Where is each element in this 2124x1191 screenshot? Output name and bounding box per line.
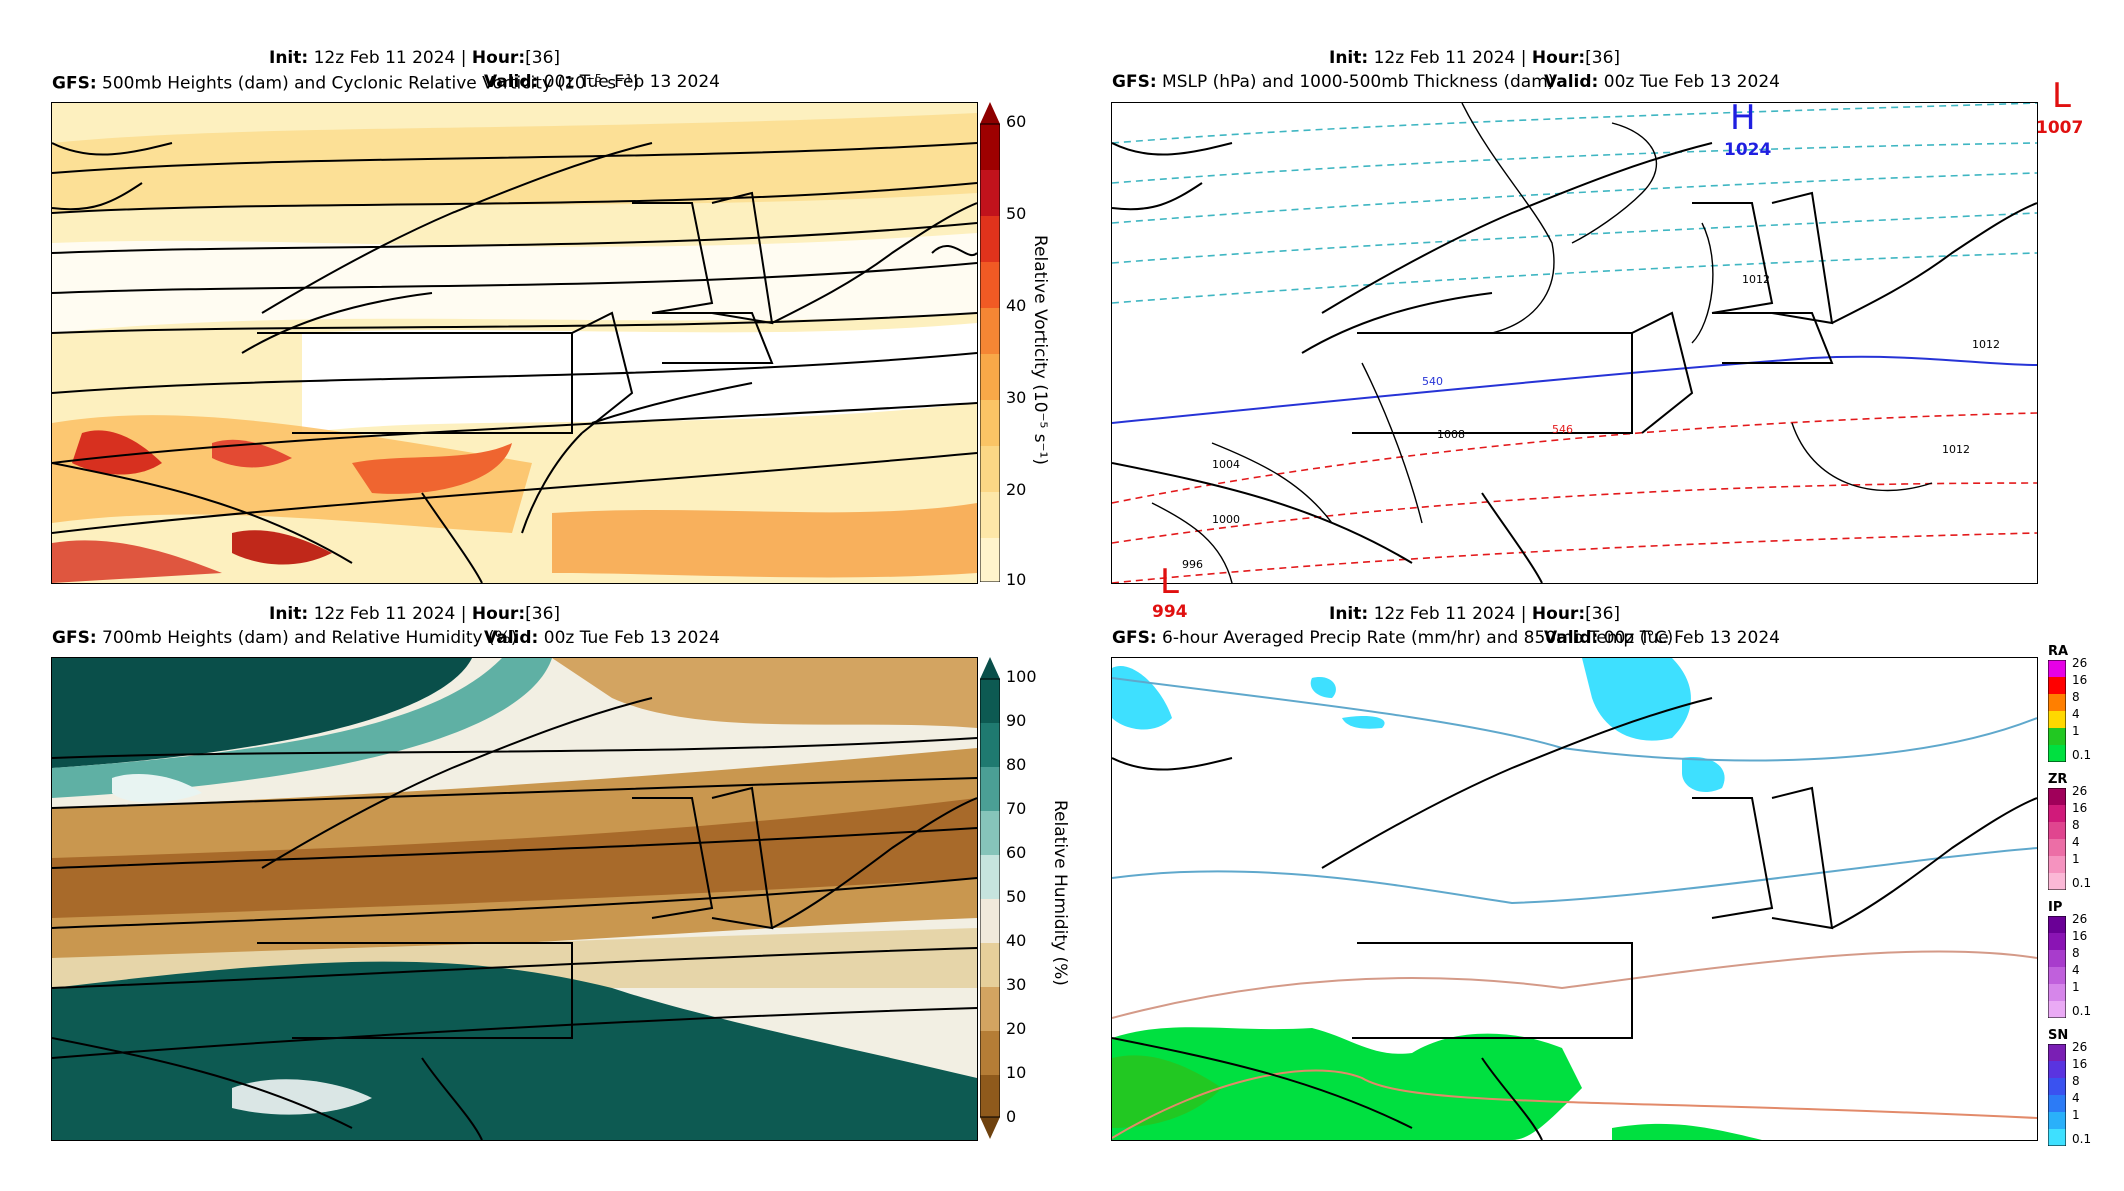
ptype-tick: 0.1 — [2072, 1132, 2092, 1146]
precip-field — [1112, 658, 2037, 1140]
ptype-title: RA — [2048, 644, 2069, 659]
low-pressure-marker: L — [2052, 76, 2071, 116]
ptype-tick: 26 — [2072, 656, 2088, 670]
ptype-tick: 0.1 — [2072, 876, 2092, 890]
ptype-tick: 16 — [2072, 673, 2088, 687]
cbar-tick: 60 — [1006, 112, 1027, 131]
cbar-tick: 100 — [1006, 667, 1037, 686]
cbar-tick: 40 — [1006, 931, 1027, 950]
cbar-tick: 0 — [1006, 1107, 1017, 1126]
thickness-label: 546 — [1552, 423, 1573, 436]
rh-field — [52, 658, 977, 1140]
isobar-label: 1012 — [1972, 338, 2000, 351]
isobar-label: 996 — [1182, 558, 1203, 571]
ptype-title: IP — [2048, 900, 2063, 915]
cbar-tick: 10 — [1006, 570, 1027, 589]
cbar-tick: 20 — [1006, 480, 1027, 499]
low-pressure-marker: L — [1160, 562, 1179, 602]
vorticity-colorbar-scale — [979, 102, 1001, 583]
panel-title: GFS: MSLP (hPa) and 1000-500mb Thickness… — [1112, 72, 1555, 92]
ptype-tick: 8 — [2072, 818, 2080, 832]
ptype-tick: 26 — [2072, 784, 2088, 798]
ptype-bar — [2048, 916, 2066, 1018]
cbar-tick: 50 — [1006, 887, 1027, 906]
cbar-tick: 30 — [1006, 975, 1027, 994]
isobar-label: 1008 — [1437, 428, 1465, 441]
ptype-title: SN — [2048, 1028, 2069, 1043]
valid-line: Valid: 00z Tue Feb 13 2024 — [484, 628, 720, 648]
ptype-tick: 1 — [2072, 980, 2080, 994]
ptype-tick: 8 — [2072, 1074, 2080, 1088]
ptype-tick: 16 — [2072, 801, 2088, 815]
ptype-tick: 1 — [2072, 724, 2080, 738]
valid-line: Valid: 00z Tue Feb 13 2024 — [1544, 628, 1780, 648]
colorbar-label: Relative Vorticity (10⁻⁵ s⁻¹) — [1030, 235, 1050, 465]
cbar-tick: 10 — [1006, 1063, 1027, 1082]
isobar-label: 1004 — [1212, 458, 1240, 471]
cbar-tick: 40 — [1006, 296, 1027, 315]
init-line: Init: 12z Feb 11 2024 | Hour:[36] — [269, 48, 561, 68]
ptype-tick: 1 — [2072, 1108, 2080, 1122]
panel-title: GFS: 700mb Heights (dam) and Relative Hu… — [52, 628, 518, 648]
cbar-tick: 20 — [1006, 1019, 1027, 1038]
cbar-tick: 90 — [1006, 711, 1027, 730]
valid-line: Valid: 00z Tue Feb 13 2024 — [484, 72, 720, 92]
low-pressure-value: 994 — [1152, 602, 1188, 622]
precip-map[interactable] — [1111, 657, 2038, 1141]
ptype-tick: 0.1 — [2072, 748, 2092, 762]
ptype-tick: 0.1 — [2072, 1004, 2092, 1018]
vorticity-colorbar: 60 50 40 30 20 10 — [979, 102, 1026, 589]
ptype-tick: 8 — [2072, 946, 2080, 960]
ptype-tick: 16 — [2072, 929, 2088, 943]
ptype-tick: 26 — [2072, 1040, 2088, 1054]
ptype-bar — [2048, 1044, 2066, 1146]
ptype-bar — [2048, 788, 2066, 890]
mslp-field: 1012 1012 1012 1008 1004 1000 996 540 54… — [1112, 103, 2037, 583]
vorticity-field — [52, 103, 977, 583]
ptype-bar — [2048, 660, 2066, 762]
ptype-title: ZR — [2048, 772, 2068, 787]
high-pressure-value: 1024 — [1724, 140, 1772, 160]
init-line: Init: 12z Feb 11 2024 | Hour:[36] — [1329, 604, 1621, 624]
panel-title: GFS: 6-hour Averaged Precip Rate (mm/hr)… — [1112, 628, 1674, 648]
ptype-tick: 1 — [2072, 852, 2080, 866]
ptype-tick: 8 — [2072, 690, 2080, 704]
valid-line: Valid: 00z Tue Feb 13 2024 — [1544, 72, 1780, 92]
mslp-map[interactable]: 1012 1012 1012 1008 1004 1000 996 540 54… — [1111, 102, 2038, 584]
init-line: Init: 12z Feb 11 2024 | Hour:[36] — [1329, 48, 1621, 68]
panel-title: GFS: 500mb Heights (dam) and Cyclonic Re… — [52, 72, 640, 94]
cbar-tick: 70 — [1006, 799, 1027, 818]
isobar-label: 1000 — [1212, 513, 1240, 526]
ptype-tick: 26 — [2072, 912, 2088, 926]
cbar-tick: 50 — [1006, 204, 1027, 223]
rh-colorbar-scale — [979, 657, 1001, 1139]
cbar-tick: 60 — [1006, 843, 1027, 862]
colorbar-label: Relative Humidity (%) — [1050, 800, 1070, 986]
high-pressure-marker: H — [1730, 98, 1756, 138]
ptype-tick: 4 — [2072, 963, 2080, 977]
vorticity-map[interactable] — [51, 102, 978, 584]
ptype-tick: 16 — [2072, 1057, 2088, 1071]
ptype-tick: 4 — [2072, 1091, 2080, 1105]
rh-map[interactable] — [51, 657, 978, 1141]
isobar-label: 1012 — [1942, 443, 1970, 456]
init-line: Init: 12z Feb 11 2024 | Hour:[36] — [269, 604, 561, 624]
cbar-tick: 30 — [1006, 388, 1027, 407]
low-pressure-value: 1007 — [2036, 118, 2084, 138]
rh-colorbar: 100 90 80 70 60 50 40 30 20 10 0 — [979, 657, 1037, 1139]
thickness-label: 540 — [1422, 375, 1443, 388]
ptype-tick: 4 — [2072, 707, 2080, 721]
isobar-label: 1012 — [1742, 273, 1770, 286]
cbar-tick: 80 — [1006, 755, 1027, 774]
ptype-tick: 4 — [2072, 835, 2080, 849]
